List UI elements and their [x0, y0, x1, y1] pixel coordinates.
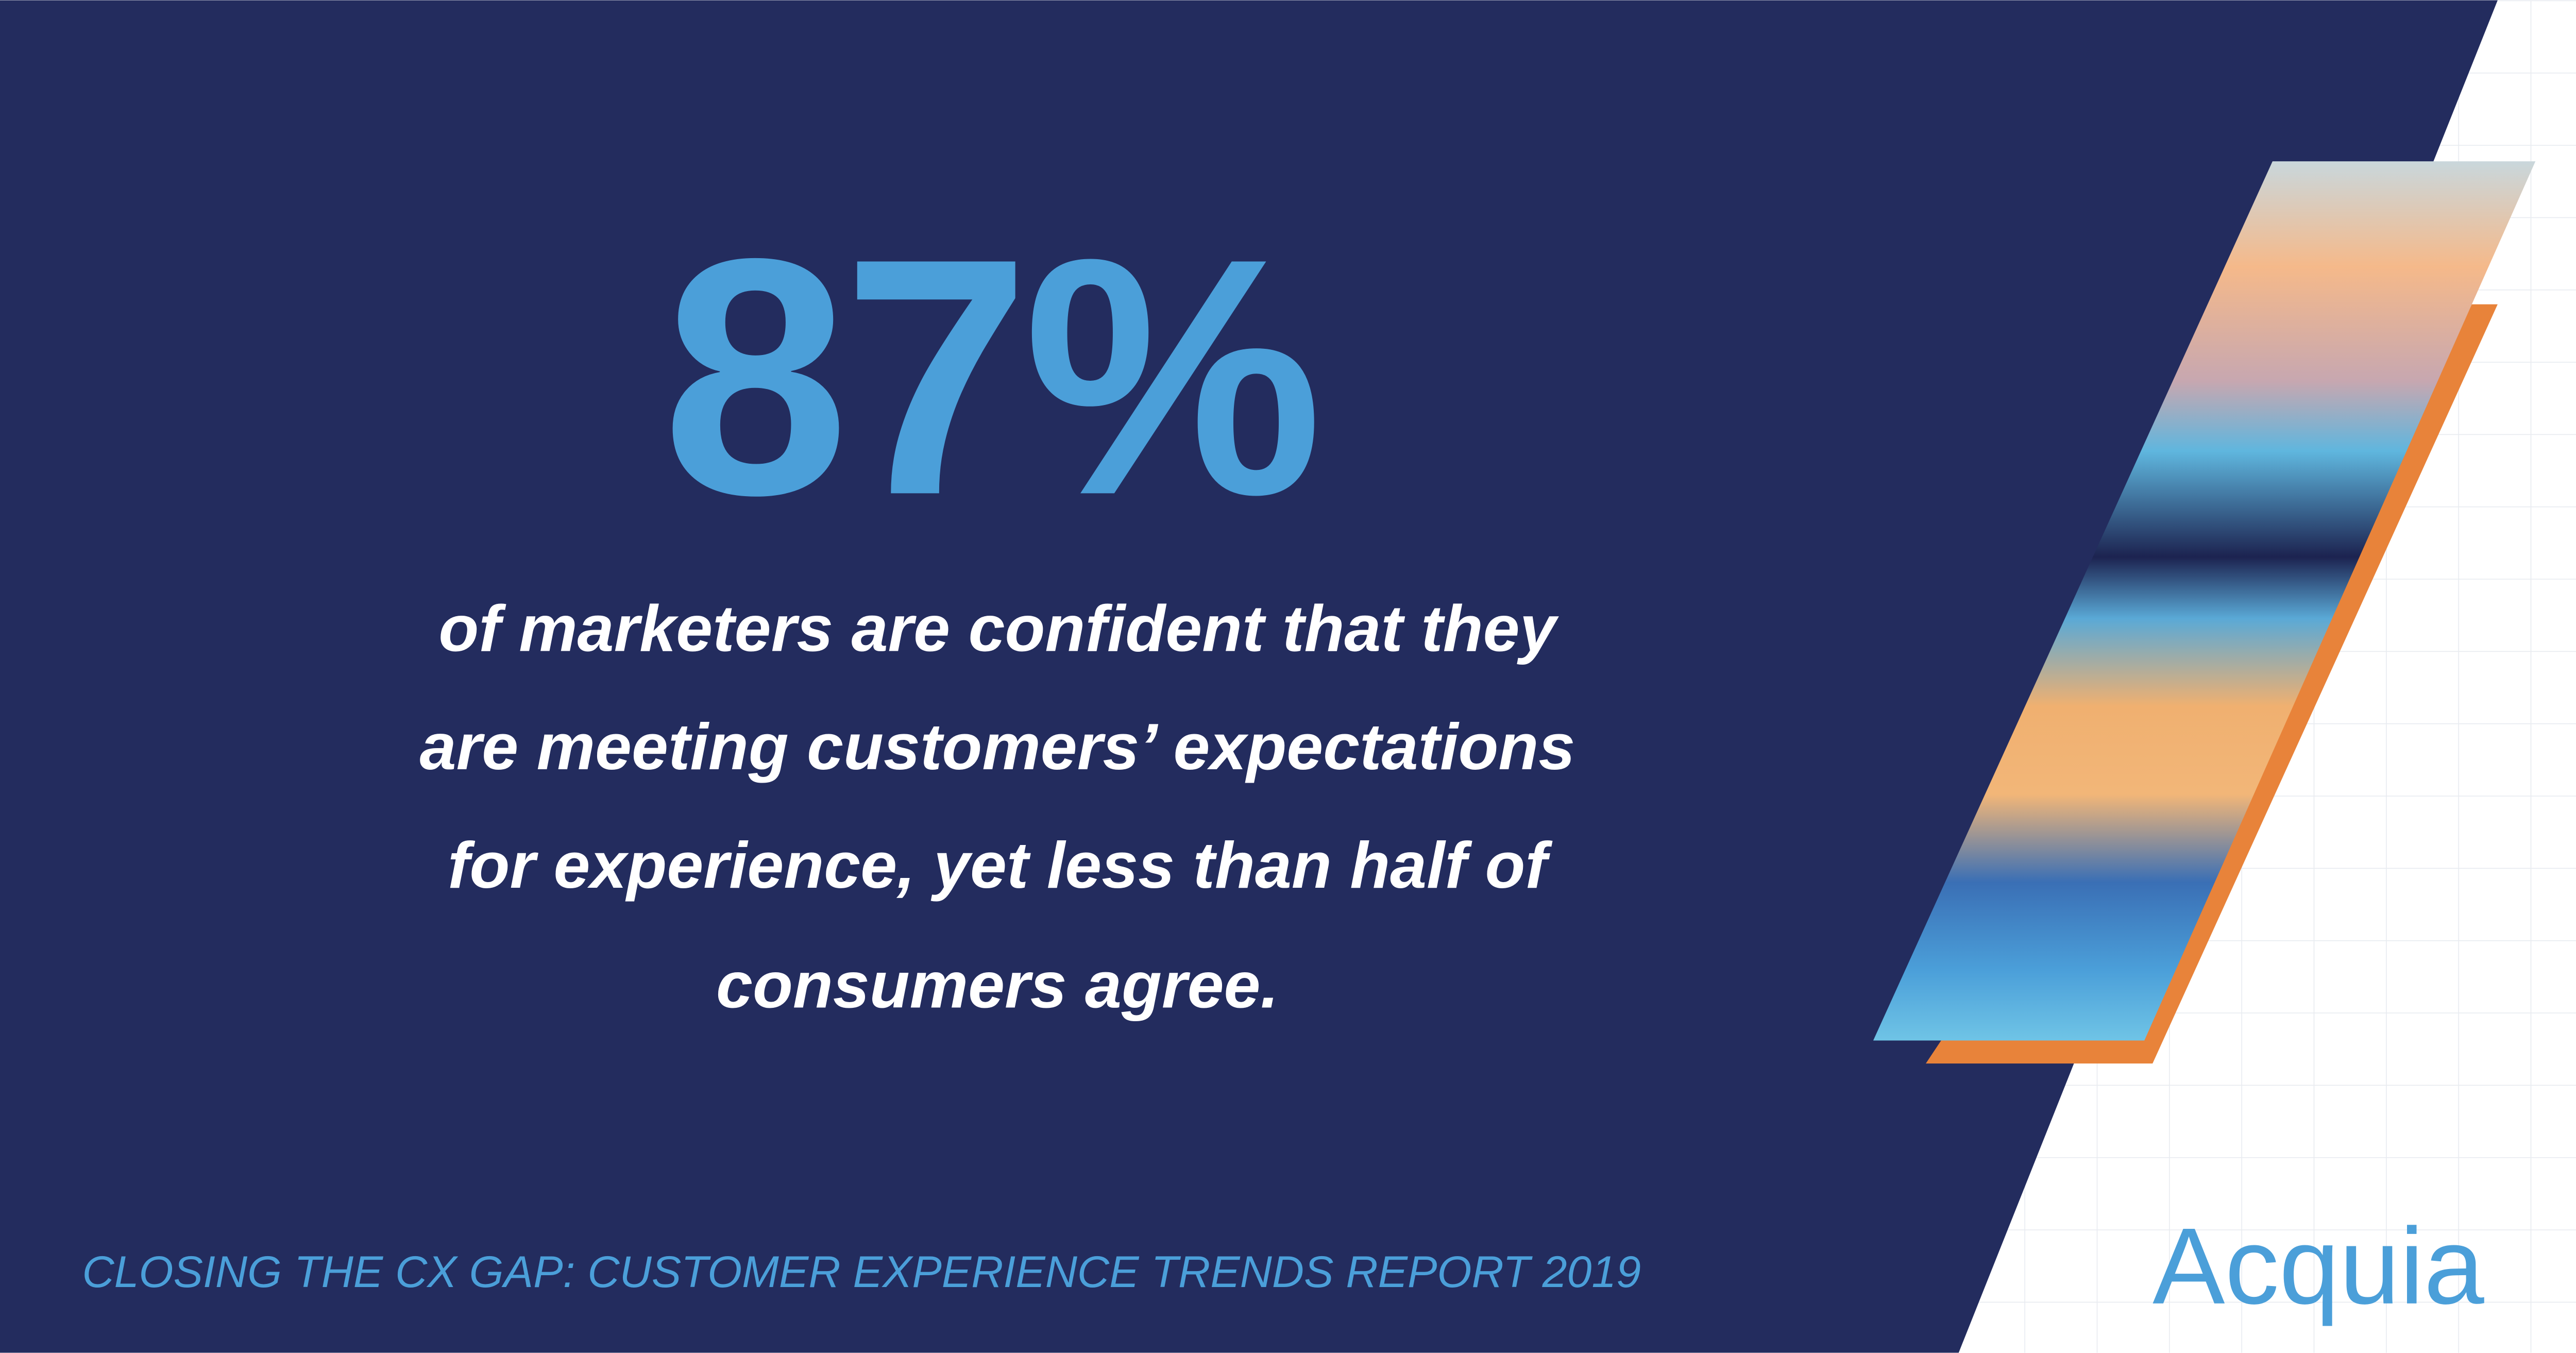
navy-panel	[0, 0, 2498, 1353]
description-line: for experience, yet less than half of	[448, 829, 1553, 902]
stat: 87%	[662, 188, 1318, 565]
description-line: consumers agree.	[716, 949, 1279, 1022]
gradient-stripe	[1873, 161, 2536, 1041]
description-line: of marketers are confident that they	[438, 593, 1559, 666]
brand-logo: Acquia	[2153, 1205, 2485, 1327]
description-line: are meeting customers’ expectations	[420, 711, 1575, 784]
report-title: CLOSING THE CX GAP: CUSTOMER EXPERIENCE …	[82, 1247, 1641, 1297]
